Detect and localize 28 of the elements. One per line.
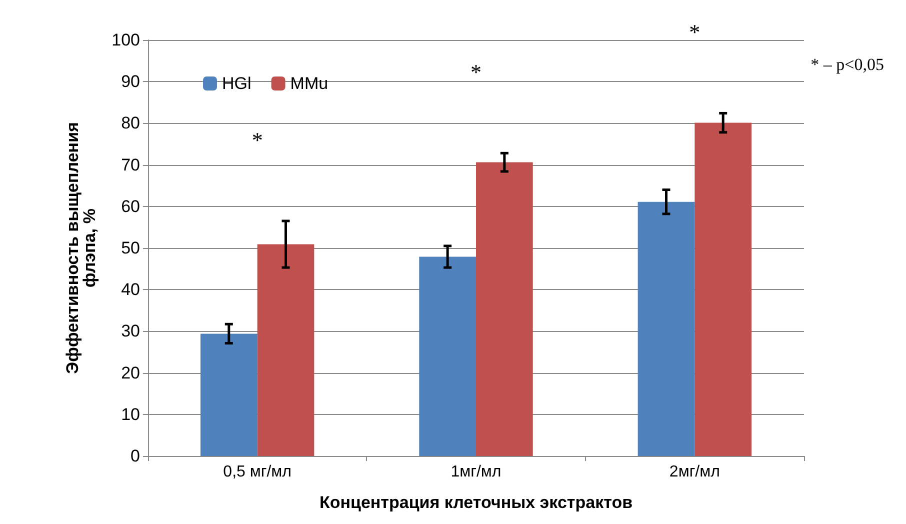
text: * – p<0,05 (810, 55, 884, 74)
x-axis-title: Концентрация клеточных экстрактов (319, 493, 633, 512)
y-tick-label: 90 (121, 72, 140, 92)
y-tick-label: 0 (130, 446, 140, 466)
x-tick-label: 1мг/мл (450, 464, 502, 480)
x-tick-label: 2мг/мл (669, 464, 720, 480)
bar (694, 122, 752, 456)
y-tick-label: 80 (121, 114, 140, 133)
legend-label: MMu (290, 74, 328, 93)
y-tick-label: 50 (121, 238, 140, 258)
annotation: * (689, 20, 700, 45)
bar (476, 162, 533, 456)
annotation: * (470, 60, 482, 85)
bar (638, 202, 695, 456)
y-tick-label: 100 (112, 30, 140, 50)
y-tick-label: 70 (121, 155, 140, 174)
y-tick-label: 40 (121, 280, 140, 300)
y-tick-label: 30 (121, 322, 140, 341)
bar (419, 256, 476, 456)
bar (257, 244, 314, 456)
y-axis-title: Эффективность выщепления флэпа, % (63, 122, 99, 374)
legend-label: HGl (222, 74, 252, 93)
bar (200, 334, 258, 456)
y-tick-label: 10 (121, 404, 140, 424)
y-tick-label: 60 (121, 196, 140, 216)
annotation: * (252, 127, 263, 152)
x-tick-label: 0,5 мг/мл (223, 464, 292, 480)
y-tick-label: 20 (121, 363, 140, 382)
